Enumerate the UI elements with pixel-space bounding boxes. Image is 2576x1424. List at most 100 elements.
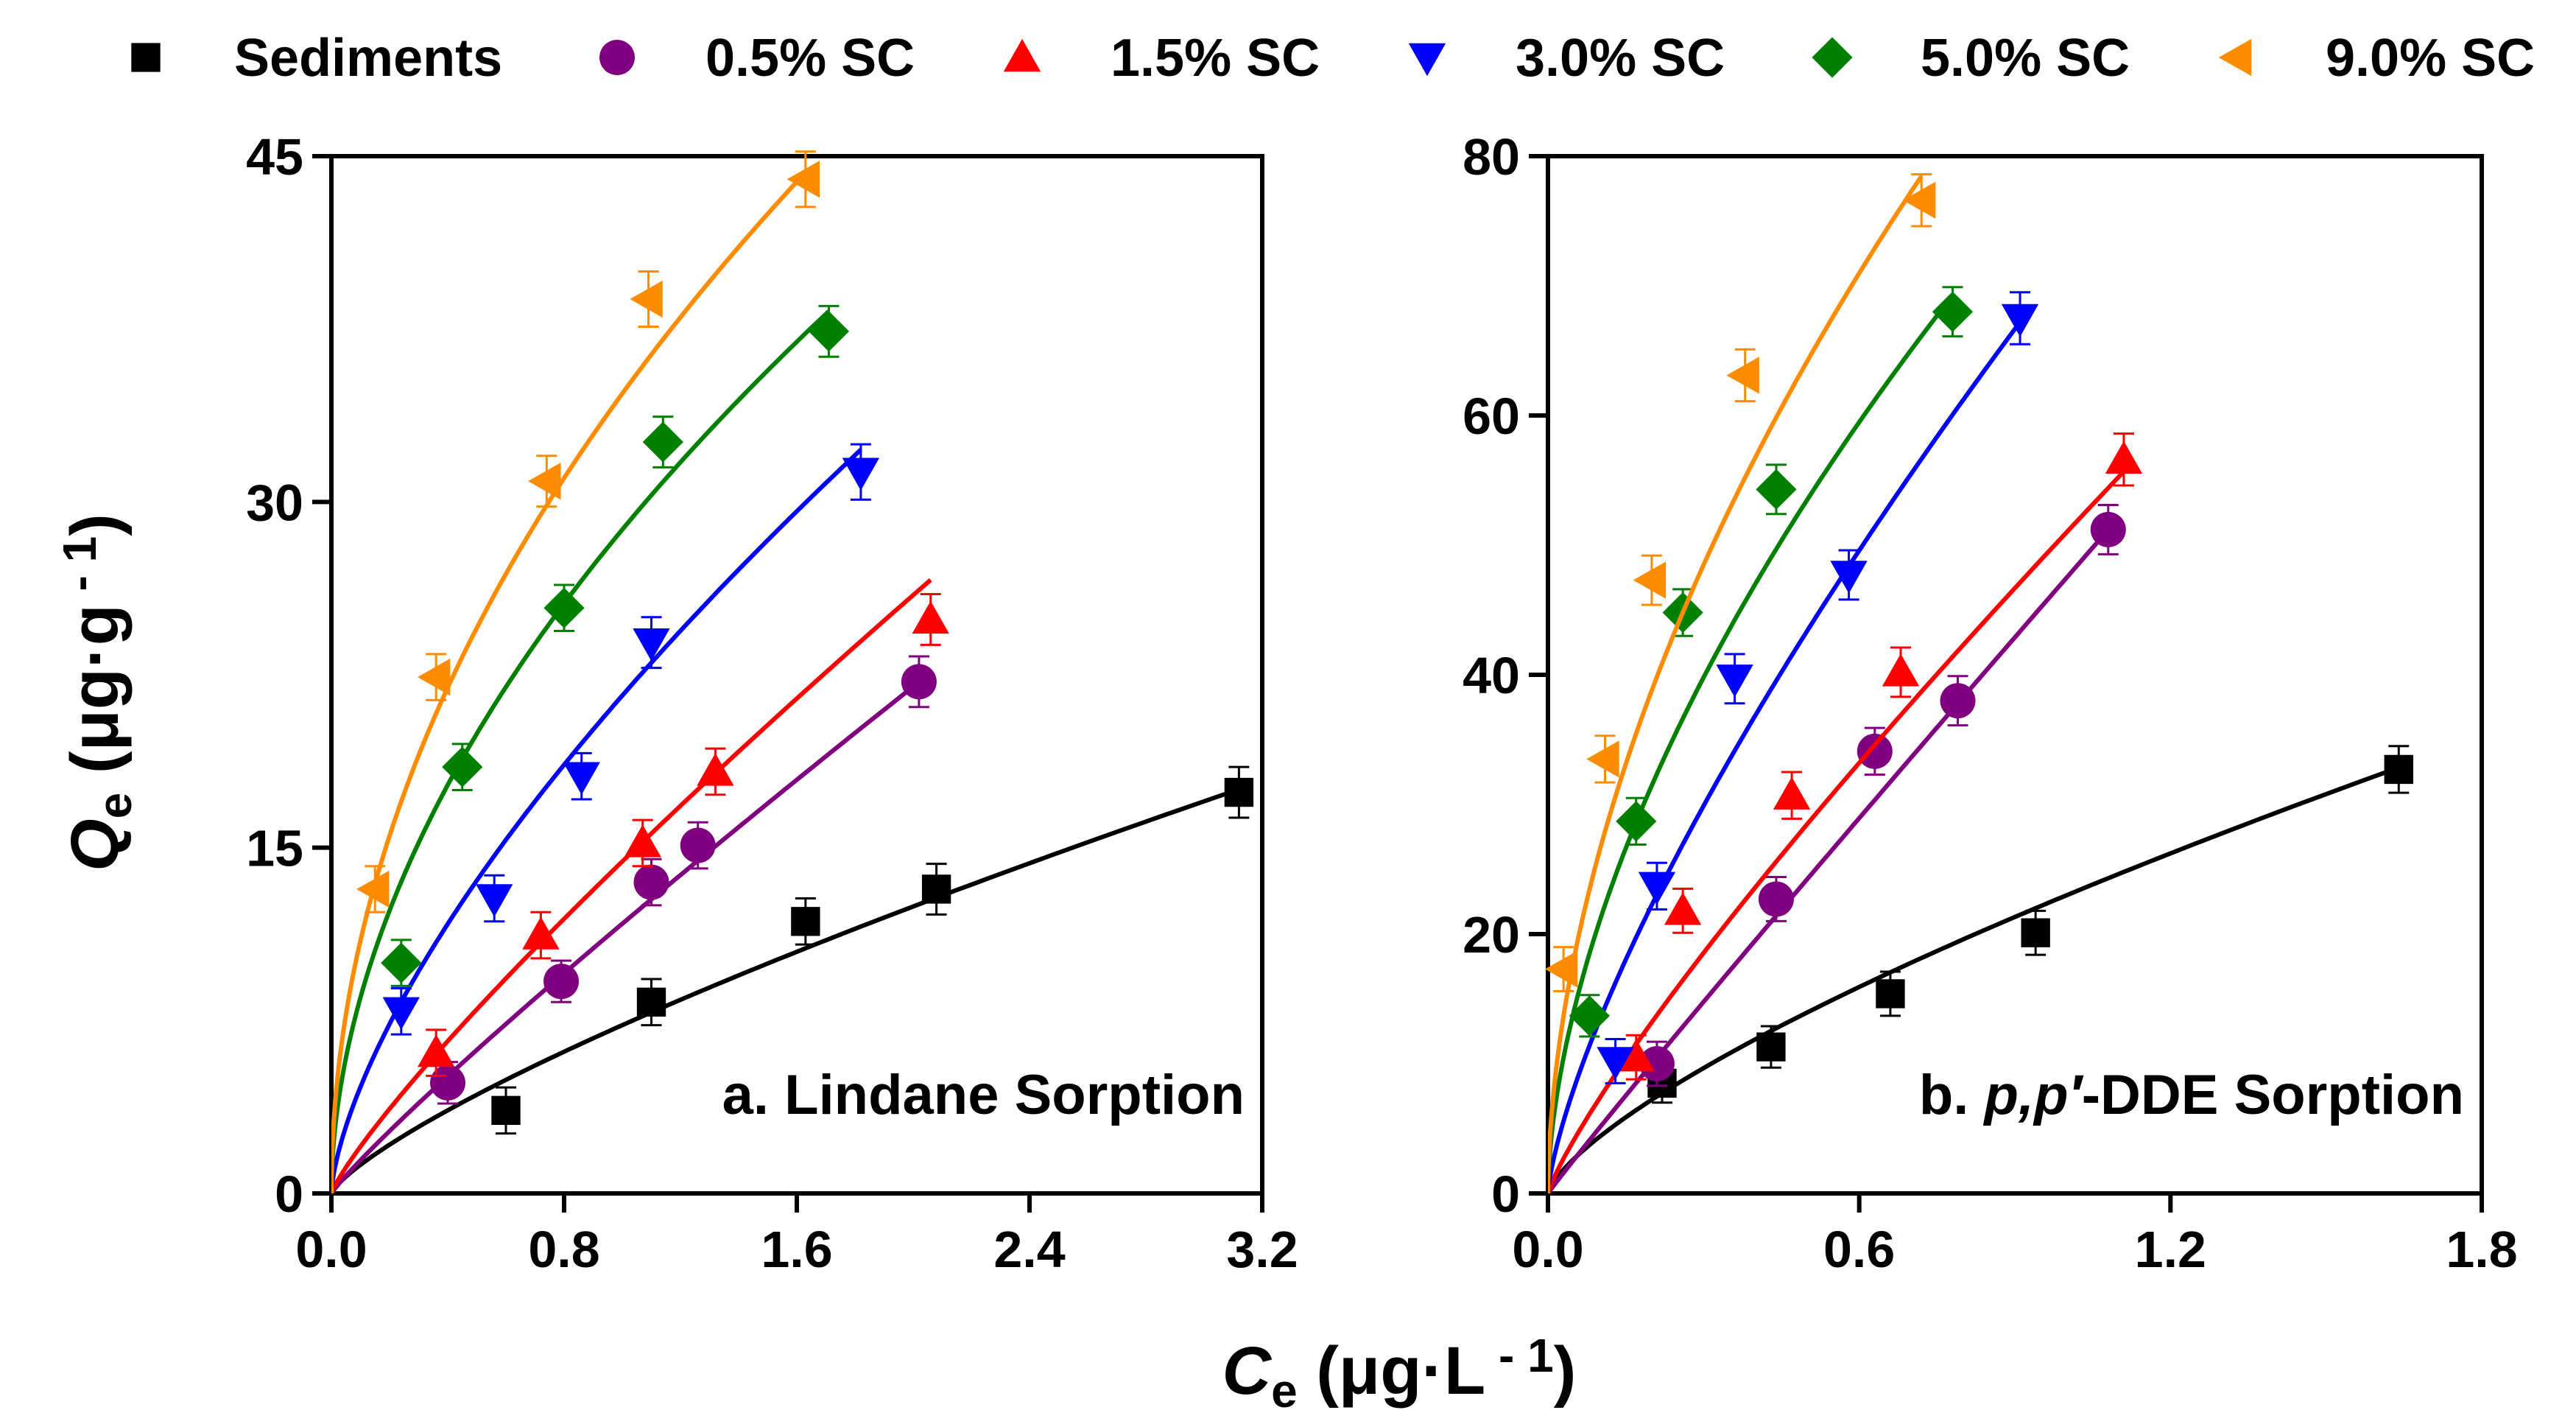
- panel-title-italic: p,p′: [1983, 1064, 2084, 1126]
- data-point: [1773, 776, 1811, 810]
- data-point: [491, 1095, 521, 1126]
- data-point: [786, 161, 820, 198]
- data-point: [808, 311, 850, 352]
- data-point: [1756, 469, 1797, 510]
- data-point: [381, 942, 422, 983]
- plot-frame: [329, 154, 1264, 1196]
- x-tick-label: 0.8: [528, 1221, 599, 1278]
- data-point: [1876, 979, 1905, 1009]
- x-axis-symbol: C: [1222, 1333, 1273, 1409]
- x-tick-label: 1.6: [761, 1221, 832, 1278]
- y-tick-label: 60: [1463, 387, 1520, 445]
- data-point: [382, 997, 420, 1031]
- data-point: [1903, 181, 1936, 220]
- diamond-icon: [1812, 37, 1853, 78]
- panel-title-prefix: a. Lindane Sorption: [722, 1064, 1245, 1126]
- legend-item-3-0-sc: 3.0% SC: [1408, 29, 1725, 88]
- y-tick-label: 15: [246, 820, 303, 877]
- data-point: [528, 462, 561, 500]
- data-point: [1830, 561, 1868, 594]
- series-0-5-sc: [331, 655, 937, 1193]
- y-tick-label: 20: [1463, 906, 1520, 964]
- data-point: [2105, 441, 2143, 474]
- fit-line-0-5-sc: [331, 680, 921, 1193]
- x-axis-title: Ce (μg·L - 1): [1222, 1329, 1577, 1417]
- legend-item-9-0-sc: 9.0% SC: [2218, 29, 2535, 88]
- series-1-5-sc: [331, 578, 949, 1193]
- data-point: [633, 864, 669, 900]
- data-point: [1638, 871, 1676, 905]
- data-point: [697, 753, 734, 786]
- fit-line-9-0-sc: [1548, 175, 1924, 1193]
- data-point: [630, 280, 663, 318]
- series-5-0-sc: [331, 304, 850, 1193]
- legend-label: 9.0% SC: [2326, 29, 2535, 88]
- data-point: [563, 762, 600, 795]
- triangle-down-icon: [1408, 43, 1446, 77]
- fit-line-3-0-sc: [1548, 320, 2022, 1193]
- data-point: [901, 664, 937, 700]
- x-axis-unit: (μg·L: [1298, 1333, 1486, 1409]
- data-point: [642, 421, 683, 463]
- data-point: [1882, 653, 1920, 687]
- data-point: [522, 916, 560, 950]
- legend-item-5-0-sc: 5.0% SC: [1812, 29, 2130, 88]
- data-point: [2384, 754, 2413, 785]
- data-point: [633, 628, 670, 662]
- data-point: [1758, 881, 1794, 917]
- fit-line-1-5-sc: [331, 578, 932, 1193]
- series-1-5-sc: [1548, 432, 2143, 1193]
- data-point: [476, 884, 513, 917]
- panel-b-dde: 0.0 0.6 1.2 1.8 0 20 40 60 80 b. p,p′-DDE Sorptio…: [1463, 128, 2518, 1278]
- data-point: [921, 874, 951, 904]
- data-point: [1633, 561, 1667, 599]
- y-tick-label: 45: [246, 128, 303, 186]
- data-point: [912, 600, 949, 634]
- y-tick-label: 40: [1463, 647, 1520, 704]
- fit-line-5-0-sc: [331, 309, 831, 1193]
- triangle-left-icon: [2218, 38, 2252, 77]
- x-tick-label: 0.6: [1823, 1221, 1895, 1278]
- fit-line-sediments: [1548, 765, 2400, 1193]
- y-tick-label: 30: [246, 474, 303, 531]
- data-point: [418, 1034, 455, 1067]
- y-axis-subscript: e: [88, 793, 141, 819]
- fit-line-sediments: [331, 787, 1240, 1193]
- y-axis-close: ): [57, 513, 133, 536]
- circle-icon: [599, 40, 635, 75]
- triangle-up-icon: [1003, 38, 1041, 72]
- data-point: [1932, 291, 1974, 332]
- x-tick-label: 1.2: [2135, 1221, 2206, 1278]
- legend-label: 1.5% SC: [1111, 29, 1320, 88]
- data-point: [543, 587, 585, 628]
- data-point: [2021, 918, 2050, 947]
- fit-line-5-0-sc: [1548, 294, 1954, 1193]
- data-point: [1639, 1046, 1675, 1081]
- fit-line-3-0-sc: [331, 448, 862, 1193]
- data-point: [1586, 740, 1619, 778]
- data-point: [791, 907, 820, 936]
- data-point: [1726, 357, 1759, 394]
- x-tick-label: 0.0: [295, 1221, 367, 1278]
- legend-label: 5.0% SC: [1921, 29, 2130, 88]
- x-tick-label: 1.8: [2446, 1221, 2517, 1278]
- data-point: [430, 1065, 465, 1101]
- panel-a-lindane: 0.0 0.8 1.6 2.4 3.2 0 15 30 45 a. Lindane Sorptio…: [246, 128, 1298, 1278]
- data-point: [1569, 995, 1610, 1037]
- data-point: [356, 870, 390, 908]
- legend: Sediments 0.5% SC 1.5% SC 3.0% SC 5.0% SC 9.0…: [131, 29, 2535, 88]
- x-axis-close: ): [1554, 1333, 1577, 1409]
- data-point: [624, 824, 661, 857]
- data-point: [1940, 683, 1976, 719]
- series-5-0-sc: [1548, 286, 1974, 1193]
- x-tick-label: 0.0: [1512, 1221, 1583, 1278]
- data-point: [1716, 664, 1753, 698]
- data-point: [1616, 801, 1657, 842]
- data-point: [1617, 1039, 1655, 1072]
- x-tick-label: 2.4: [993, 1221, 1065, 1278]
- legend-item-0-5-sc: 0.5% SC: [599, 29, 915, 88]
- legend-label: Sediments: [234, 29, 502, 88]
- data-point: [442, 746, 483, 788]
